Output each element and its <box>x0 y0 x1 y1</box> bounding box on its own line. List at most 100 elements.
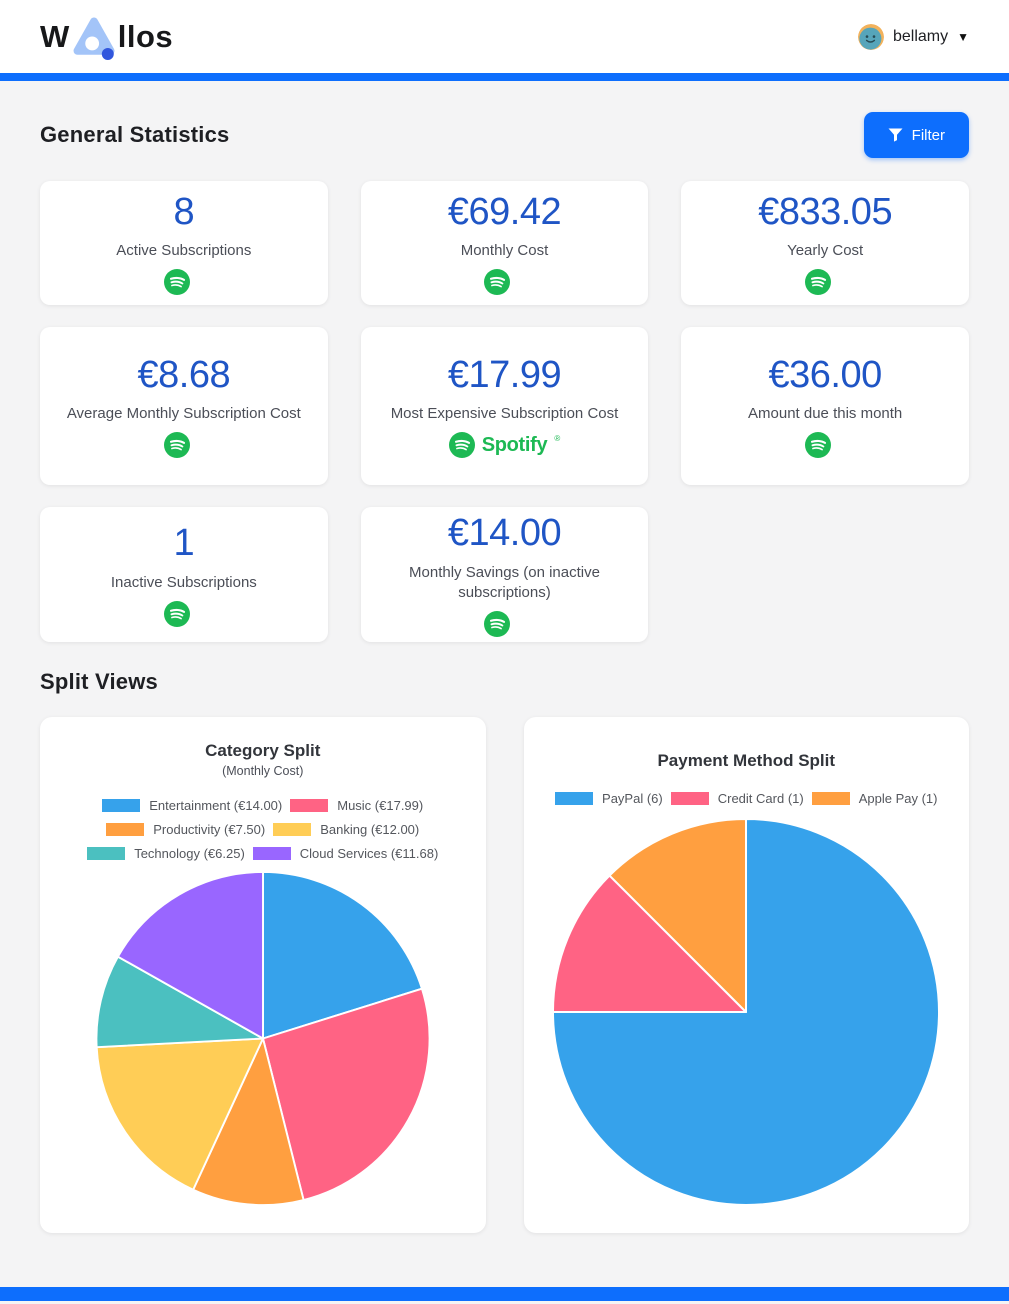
spotify-icon <box>805 269 832 296</box>
stat-card: €833.05 Yearly Cost <box>681 181 969 305</box>
filter-button[interactable]: Filter <box>863 112 969 158</box>
spotify-icon <box>163 269 190 296</box>
user-name: bellamy <box>892 27 949 45</box>
header-accent-bar <box>0 73 1009 81</box>
legend-item[interactable]: Credit Card (1) <box>670 791 804 806</box>
spotify-logo <box>805 432 845 459</box>
legend-label: Cloud Services (€11.68) <box>299 846 439 861</box>
stat-label: Amount due this month <box>748 405 903 423</box>
pie-slice-productivity <box>191 1037 305 1207</box>
logo-text-suffix: llos <box>117 18 174 54</box>
legend-item[interactable]: Banking (€12.00) <box>273 822 419 837</box>
stat-card: €36.00 Amount due this month <box>681 327 969 485</box>
pie-slice-cloud-services <box>116 870 264 1040</box>
footer-accent-bar <box>0 1287 1009 1301</box>
filter-funnel-icon <box>888 128 903 142</box>
legend-item[interactable]: Entertainment (€14.00) <box>102 798 282 813</box>
legend-swatch <box>106 823 145 836</box>
legend-swatch <box>555 792 594 805</box>
payment-method-split-pie-chart <box>552 817 941 1206</box>
general-statistics-title: General Statistics <box>40 122 230 147</box>
app-header: W llos bellamy ▼ <box>0 0 1009 73</box>
legend-swatch <box>102 799 141 812</box>
stat-value: €69.42 <box>447 190 562 233</box>
wallos-logo[interactable]: W llos <box>40 14 173 60</box>
spotify-icon <box>163 432 190 459</box>
legend-label: Credit Card (1) <box>717 791 804 806</box>
legend-item[interactable]: PayPal (6) <box>555 791 663 806</box>
legend-item[interactable]: Technology (€6.25) <box>87 846 245 861</box>
wallos-triangle-icon <box>73 16 115 60</box>
stat-label: Yearly Cost <box>787 242 864 260</box>
pie-slice-music <box>261 987 431 1202</box>
legend-swatch <box>670 792 709 805</box>
split-views-title: Split Views <box>40 669 158 694</box>
legend-label: PayPal (6) <box>602 791 663 806</box>
stat-card: €14.00 Monthly Savings (on inactive subs… <box>360 507 649 642</box>
pie-slice-paypal <box>552 817 941 1206</box>
stat-card: €8.68 Average Monthly Subscription Cost <box>40 327 328 485</box>
stats-grid: 8 Active Subscriptions €69.42 Monthly Co… <box>40 181 969 642</box>
stat-value: €14.00 <box>447 511 562 554</box>
logo-text-prefix: W <box>40 18 70 54</box>
spotify-logo <box>484 269 524 296</box>
legend-item[interactable]: Music (€17.99) <box>290 798 423 813</box>
legend-label: Apple Pay (1) <box>858 791 938 806</box>
filter-button-label: Filter <box>911 126 945 144</box>
category-split-pie-chart <box>95 870 431 1207</box>
legend-swatch <box>273 823 312 836</box>
spotify-icon <box>805 432 832 459</box>
spotify-wordmark: Spotify <box>481 434 548 457</box>
pie-slice-banking <box>95 1037 264 1191</box>
legend-item[interactable]: Cloud Services (€11.68) <box>252 846 439 861</box>
legend-swatch <box>252 847 291 860</box>
stat-value: €17.99 <box>447 353 562 396</box>
stat-card: €17.99 Most Expensive Subscription Cost … <box>360 327 649 485</box>
spotify-logo <box>805 269 845 296</box>
legend-label: Productivity (€7.50) <box>153 822 266 837</box>
legend-swatch <box>290 799 329 812</box>
stat-label: Monthly Savings (on inactive subscriptio… <box>409 563 600 601</box>
stat-value: 8 <box>173 190 195 233</box>
stat-label: Inactive Subscriptions <box>110 573 257 591</box>
stat-card: €69.42 Monthly Cost <box>360 181 649 305</box>
spotify-icon <box>448 432 475 459</box>
category-split-card: Category Split (Monthly Cost) Entertainm… <box>40 717 486 1233</box>
stat-label: Monthly Cost <box>460 242 549 260</box>
chevron-down-icon: ▼ <box>957 29 969 44</box>
legend-label: Music (€17.99) <box>337 798 424 813</box>
pie-slice-apple-pay <box>608 817 748 1013</box>
payment-method-split-card: Payment Method Split PayPal (6) Credit C… <box>523 717 969 1233</box>
stat-label: Average Monthly Subscription Cost <box>66 405 301 423</box>
legend-label: Technology (€6.25) <box>134 846 245 861</box>
chart-legend: PayPal (6) Credit Card (1) Apple Pay (1) <box>555 791 937 806</box>
stat-value: €833.05 <box>758 190 893 233</box>
spotify-logo <box>163 432 204 459</box>
stat-card: 8 Active Subscriptions <box>40 181 328 305</box>
pie-slice-entertainment <box>261 870 423 1040</box>
spotify-icon <box>163 600 190 627</box>
spotify-logo <box>484 611 524 638</box>
legend-label: Banking (€12.00) <box>320 822 420 837</box>
legend-item[interactable]: Productivity (€7.50) <box>106 822 265 837</box>
stat-value: €8.68 <box>137 353 231 396</box>
charts-grid: Category Split (Monthly Cost) Entertainm… <box>40 717 969 1233</box>
legend-label: Entertainment (€14.00) <box>149 798 283 813</box>
stat-value: 1 <box>173 522 195 565</box>
stat-label: Most Expensive Subscription Cost <box>390 405 619 423</box>
spotify-logo: Spotify ® <box>448 432 560 459</box>
stat-value: €36.00 <box>768 353 883 396</box>
user-menu[interactable]: bellamy ▼ <box>857 23 969 50</box>
spotify-logo <box>163 600 204 627</box>
legend-swatch <box>811 792 850 805</box>
stat-label: Active Subscriptions <box>116 242 252 260</box>
spotify-logo <box>163 269 204 296</box>
legend-item[interactable]: Apple Pay (1) <box>811 791 938 806</box>
chart-subtitle: (Monthly Cost) <box>222 764 304 778</box>
pie-slice-credit-card <box>552 874 748 1013</box>
chart-legend: Entertainment (€14.00) Music (€17.99) Pr… <box>67 798 459 861</box>
legend-swatch <box>87 847 126 860</box>
spotify-icon <box>484 269 511 296</box>
dashboard-main: General Statistics Filter 8 Active Subsc… <box>0 81 1009 1287</box>
pie-slice-technology <box>95 955 264 1049</box>
